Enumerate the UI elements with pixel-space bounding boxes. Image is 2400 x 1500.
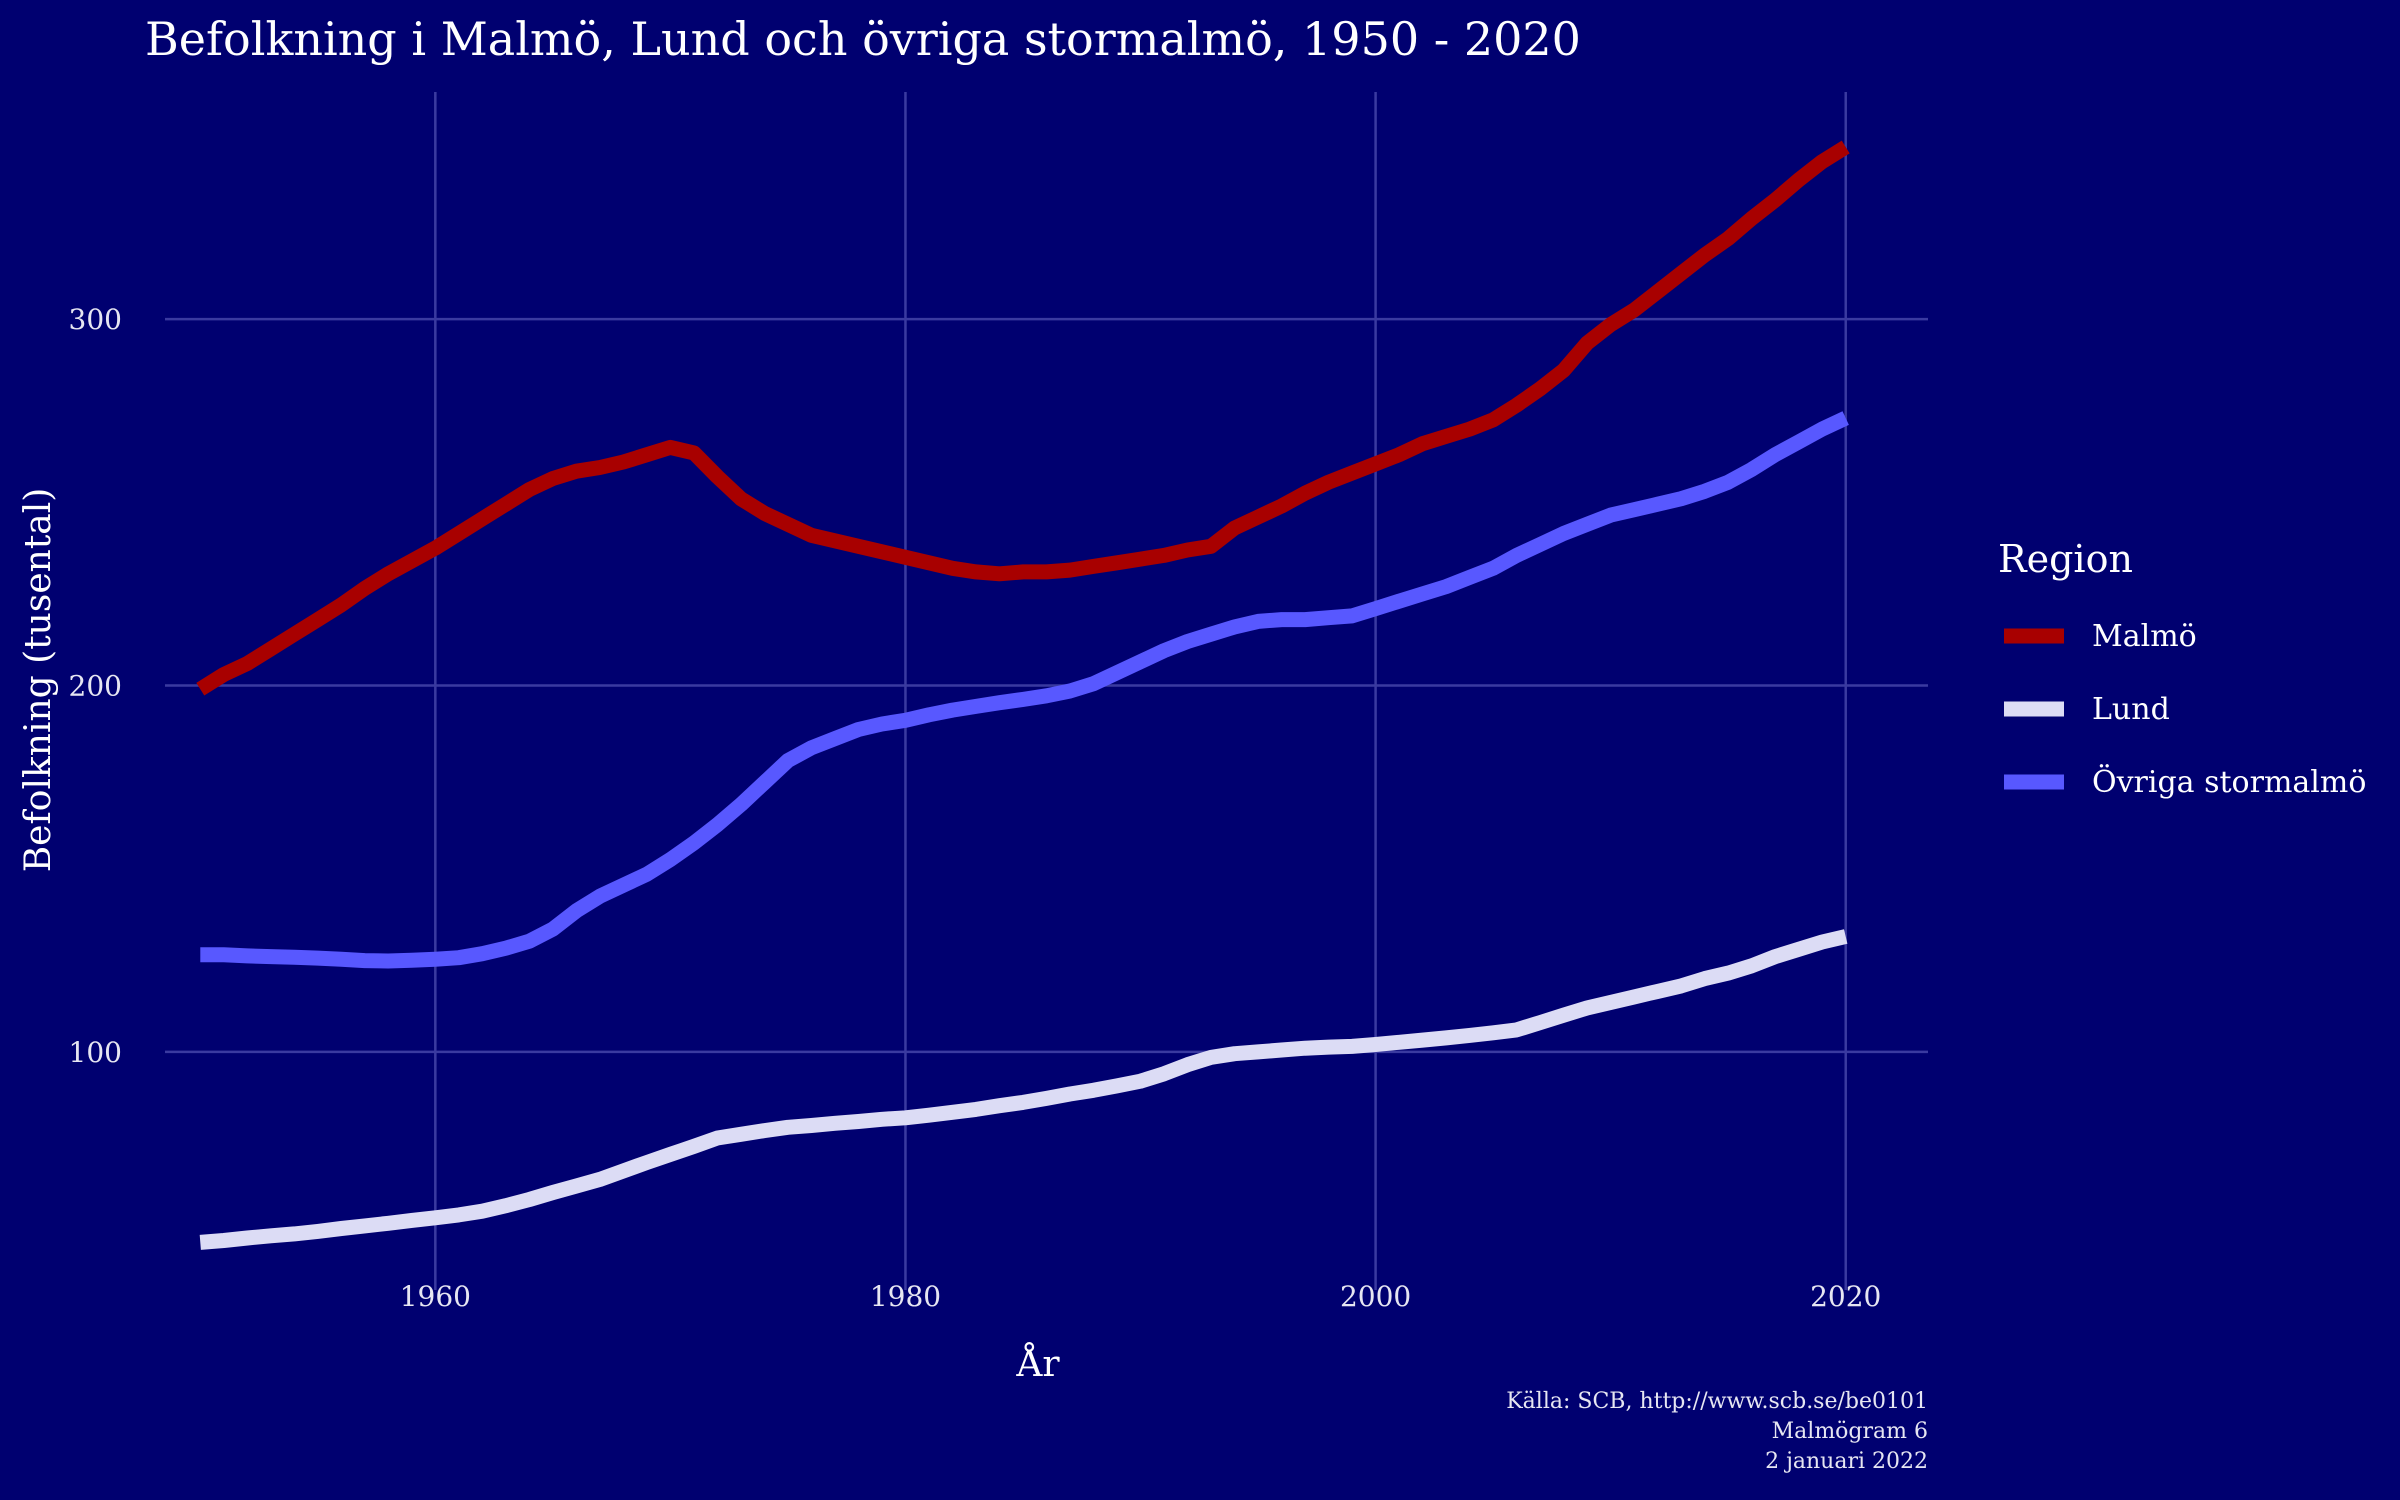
legend-label-0: Malmö — [2092, 619, 2197, 654]
x-tick-label-1980: 1980 — [870, 1280, 941, 1313]
legend-items: Malmö Lund Övriga stormalmö — [2004, 619, 2366, 800]
legend-label-1: Lund — [2092, 692, 2170, 727]
series-layer — [196, 140, 1850, 1250]
chart-title: Befolkning i Malmö, Lund och övriga stor… — [145, 12, 1581, 66]
x-tick-label-1960: 1960 — [400, 1280, 471, 1313]
caption-date: 2 januari 2022 — [1765, 1449, 1928, 1474]
series-line-1 — [199, 929, 1848, 1250]
legend-label-2: Övriga stormalmö — [2092, 764, 2366, 800]
x-axis-title: År — [1015, 1343, 1060, 1385]
caption-source: Källa: SCB, http://www.scb.se/be0101 — [1506, 1389, 1928, 1414]
y-tick-label-300: 300 — [69, 303, 122, 336]
grid-layer — [165, 92, 1928, 1290]
y-tick-label-100: 100 — [69, 1036, 122, 1069]
caption: Källa: SCB, http://www.scb.se/be0101 Mal… — [1506, 1389, 1928, 1474]
legend: Region Malmö Lund Övriga stormalmö — [1998, 537, 2366, 800]
series-line-0 — [196, 140, 1850, 696]
x-tick-label-2000: 2000 — [1340, 1280, 1411, 1313]
tick-layer: 1960 1980 2000 2020 100 200 300 — [69, 303, 1882, 1313]
legend-title: Region — [1998, 537, 2133, 581]
y-axis-title: Befolkning (tusental) — [18, 488, 59, 873]
y-tick-label-200: 200 — [69, 670, 122, 703]
x-tick-label-2020: 2020 — [1810, 1280, 1881, 1313]
series-line-2 — [200, 411, 1849, 969]
caption-series-name: Malmögram 6 — [1772, 1419, 1928, 1444]
